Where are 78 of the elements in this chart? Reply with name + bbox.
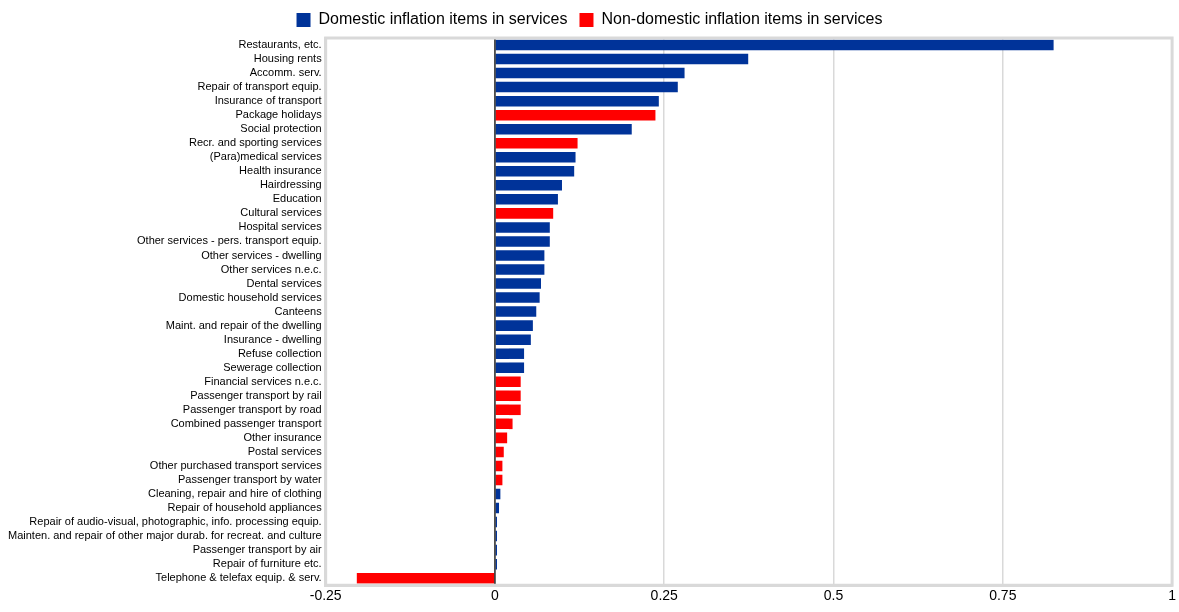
- bar: [495, 81, 678, 93]
- y-tick-label: Mainten. and repair of other major durab. for recreat. and culture: [7, 529, 322, 542]
- legend-label: Domestic inflation items in services: [318, 10, 568, 28]
- y-tick-label: Cleaning, repair and hire of clothing: [147, 487, 322, 500]
- bar: [495, 180, 562, 191]
- legend-label: Non-domestic inflation items in services: [601, 10, 883, 28]
- bar: [495, 390, 521, 402]
- bar: [495, 194, 558, 205]
- bar: [356, 572, 495, 584]
- x-tick-label: 1: [1168, 587, 1177, 604]
- y-tick-label: Restaurants, etc.: [238, 38, 322, 51]
- y-tick-label: Sewerage collection: [223, 360, 322, 373]
- y-tick-label: Hospital services: [238, 220, 323, 233]
- y-tick-label: Recr. and sporting services: [188, 136, 323, 149]
- bar: [495, 166, 575, 177]
- bar: [495, 320, 533, 331]
- bar: [495, 123, 632, 135]
- bar: [495, 39, 1054, 51]
- y-tick-label: Repair of household appliances: [167, 501, 323, 514]
- y-tick-label: Package holidays: [235, 108, 323, 121]
- bar: [495, 264, 545, 275]
- bar: [495, 222, 550, 233]
- y-tick-label: Repair of furniture etc.: [212, 557, 322, 570]
- bar: [495, 446, 504, 458]
- y-tick-label: Passenger transport by air: [192, 543, 322, 556]
- y-tick-label: Housing rents: [253, 52, 323, 65]
- bar: [495, 292, 540, 303]
- bar: [495, 334, 531, 345]
- y-tick-label: Postal services: [247, 444, 323, 457]
- bar: [495, 95, 659, 107]
- y-tick-label: Cultural services: [240, 206, 323, 219]
- x-tick-label: -0.25: [309, 587, 342, 604]
- bar: [495, 53, 749, 65]
- bar: [495, 278, 541, 289]
- y-tick-label: Passenger transport by water: [177, 473, 322, 485]
- bar: [495, 236, 550, 247]
- y-tick-label: Other services - dwelling: [201, 248, 322, 261]
- bar: [495, 208, 554, 219]
- y-tick-label: Dental services: [246, 276, 323, 289]
- y-tick-label: Domestic household services: [178, 290, 323, 303]
- y-tick-label: Insurance - dwelling: [223, 332, 322, 345]
- y-tick-label: Combined passenger transport: [170, 416, 322, 429]
- y-tick-label: Other insurance: [243, 430, 322, 443]
- y-tick-label: Passenger transport by road: [182, 402, 322, 415]
- y-tick-label: Refuse collection: [237, 346, 322, 359]
- bar: [495, 152, 576, 163]
- bar: [495, 362, 525, 373]
- y-tick-label: Other services n.e.c.: [220, 262, 322, 275]
- bar: [495, 250, 545, 261]
- y-tick-label: Telephone & telefax equip. & serv.: [155, 571, 322, 584]
- y-tick-label: (Para)medical services: [209, 150, 323, 163]
- bar: [495, 137, 578, 149]
- bar: [495, 404, 521, 416]
- bar: [495, 432, 508, 444]
- bar: [495, 418, 513, 430]
- y-tick-label: Canteens: [274, 304, 323, 317]
- y-tick-label: Health insurance: [239, 164, 322, 177]
- y-tick-label: Other purchased transport services: [149, 458, 323, 471]
- y-tick-label: Repair of transport equip.: [197, 80, 322, 93]
- y-tick-label: Maint. and repair of the dwelling: [165, 318, 322, 331]
- y-tick-label: Accomm. serv.: [249, 66, 322, 79]
- y-tick-label: Financial services n.e.c.: [204, 374, 322, 387]
- x-tick-label: 0: [491, 587, 500, 604]
- y-tick-label: Repair of audio-visual, photographic, info. processing equip.: [29, 515, 322, 528]
- bar: [495, 67, 685, 79]
- y-tick-label: Social protection: [240, 122, 322, 135]
- y-tick-label: Other services - pers. transport equip.: [137, 234, 322, 247]
- bar: [495, 109, 656, 121]
- bar: [495, 376, 521, 388]
- y-tick-label: Hairdressing: [259, 178, 322, 191]
- bar: [495, 348, 525, 359]
- x-tick-label: 0.5: [823, 587, 844, 604]
- x-tick-label: 0.25: [650, 587, 679, 604]
- y-tick-label: Education: [272, 192, 322, 205]
- y-tick-label: Insurance of transport: [214, 94, 322, 107]
- y-tick-label: Passenger transport by rail: [190, 388, 322, 401]
- bar: [495, 306, 537, 317]
- x-tick-label: 0.75: [989, 587, 1017, 604]
